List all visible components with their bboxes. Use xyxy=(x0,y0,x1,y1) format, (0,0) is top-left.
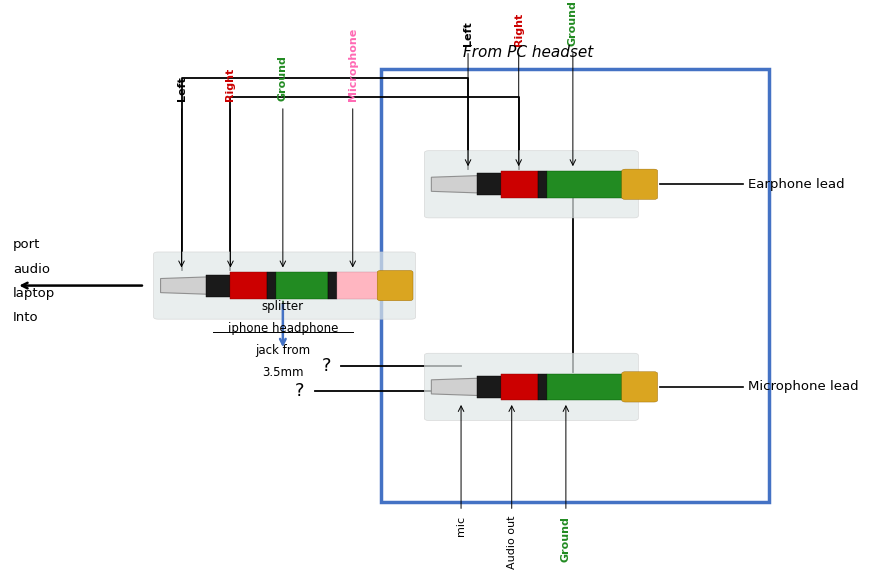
Text: Ground: Ground xyxy=(561,516,571,561)
Text: Ground: Ground xyxy=(278,55,288,101)
Text: Right: Right xyxy=(514,13,524,46)
FancyBboxPatch shape xyxy=(622,169,657,200)
Text: ?: ? xyxy=(322,357,330,375)
Bar xyxy=(501,171,538,198)
Bar xyxy=(547,373,626,400)
Bar xyxy=(276,272,329,299)
Text: Left: Left xyxy=(463,22,473,46)
Bar xyxy=(267,272,276,299)
Text: 3.5mm: 3.5mm xyxy=(262,366,304,379)
Text: Right: Right xyxy=(225,68,236,101)
Text: jack from: jack from xyxy=(255,344,310,357)
Bar xyxy=(501,373,538,400)
Text: port: port xyxy=(13,238,40,251)
Text: laptop: laptop xyxy=(13,287,55,300)
Text: mic: mic xyxy=(456,516,466,536)
FancyBboxPatch shape xyxy=(424,353,639,421)
Text: ?: ? xyxy=(295,382,305,401)
Text: Earphone lead: Earphone lead xyxy=(748,178,844,191)
Text: splitter: splitter xyxy=(261,300,304,313)
Bar xyxy=(206,275,230,296)
Text: audio: audio xyxy=(13,263,50,275)
Bar xyxy=(547,171,626,198)
Bar xyxy=(230,272,267,299)
Polygon shape xyxy=(160,277,223,294)
Bar xyxy=(477,376,501,398)
FancyBboxPatch shape xyxy=(153,252,416,319)
Bar xyxy=(538,171,547,198)
Text: Into: Into xyxy=(13,311,39,324)
Polygon shape xyxy=(431,176,494,193)
Bar xyxy=(337,272,381,299)
Text: From PC headset: From PC headset xyxy=(463,45,594,60)
Bar xyxy=(329,272,337,299)
Text: Left: Left xyxy=(176,76,187,101)
Text: Ground: Ground xyxy=(568,0,578,46)
Polygon shape xyxy=(431,378,494,396)
FancyBboxPatch shape xyxy=(424,150,639,218)
FancyBboxPatch shape xyxy=(377,270,413,301)
Text: iphone headphone: iphone headphone xyxy=(228,322,338,335)
Bar xyxy=(477,173,501,196)
FancyBboxPatch shape xyxy=(622,372,657,402)
Text: Microphone: Microphone xyxy=(347,28,358,101)
Text: Audio out: Audio out xyxy=(507,516,517,569)
Bar xyxy=(538,373,547,400)
Text: Microphone lead: Microphone lead xyxy=(748,380,859,393)
